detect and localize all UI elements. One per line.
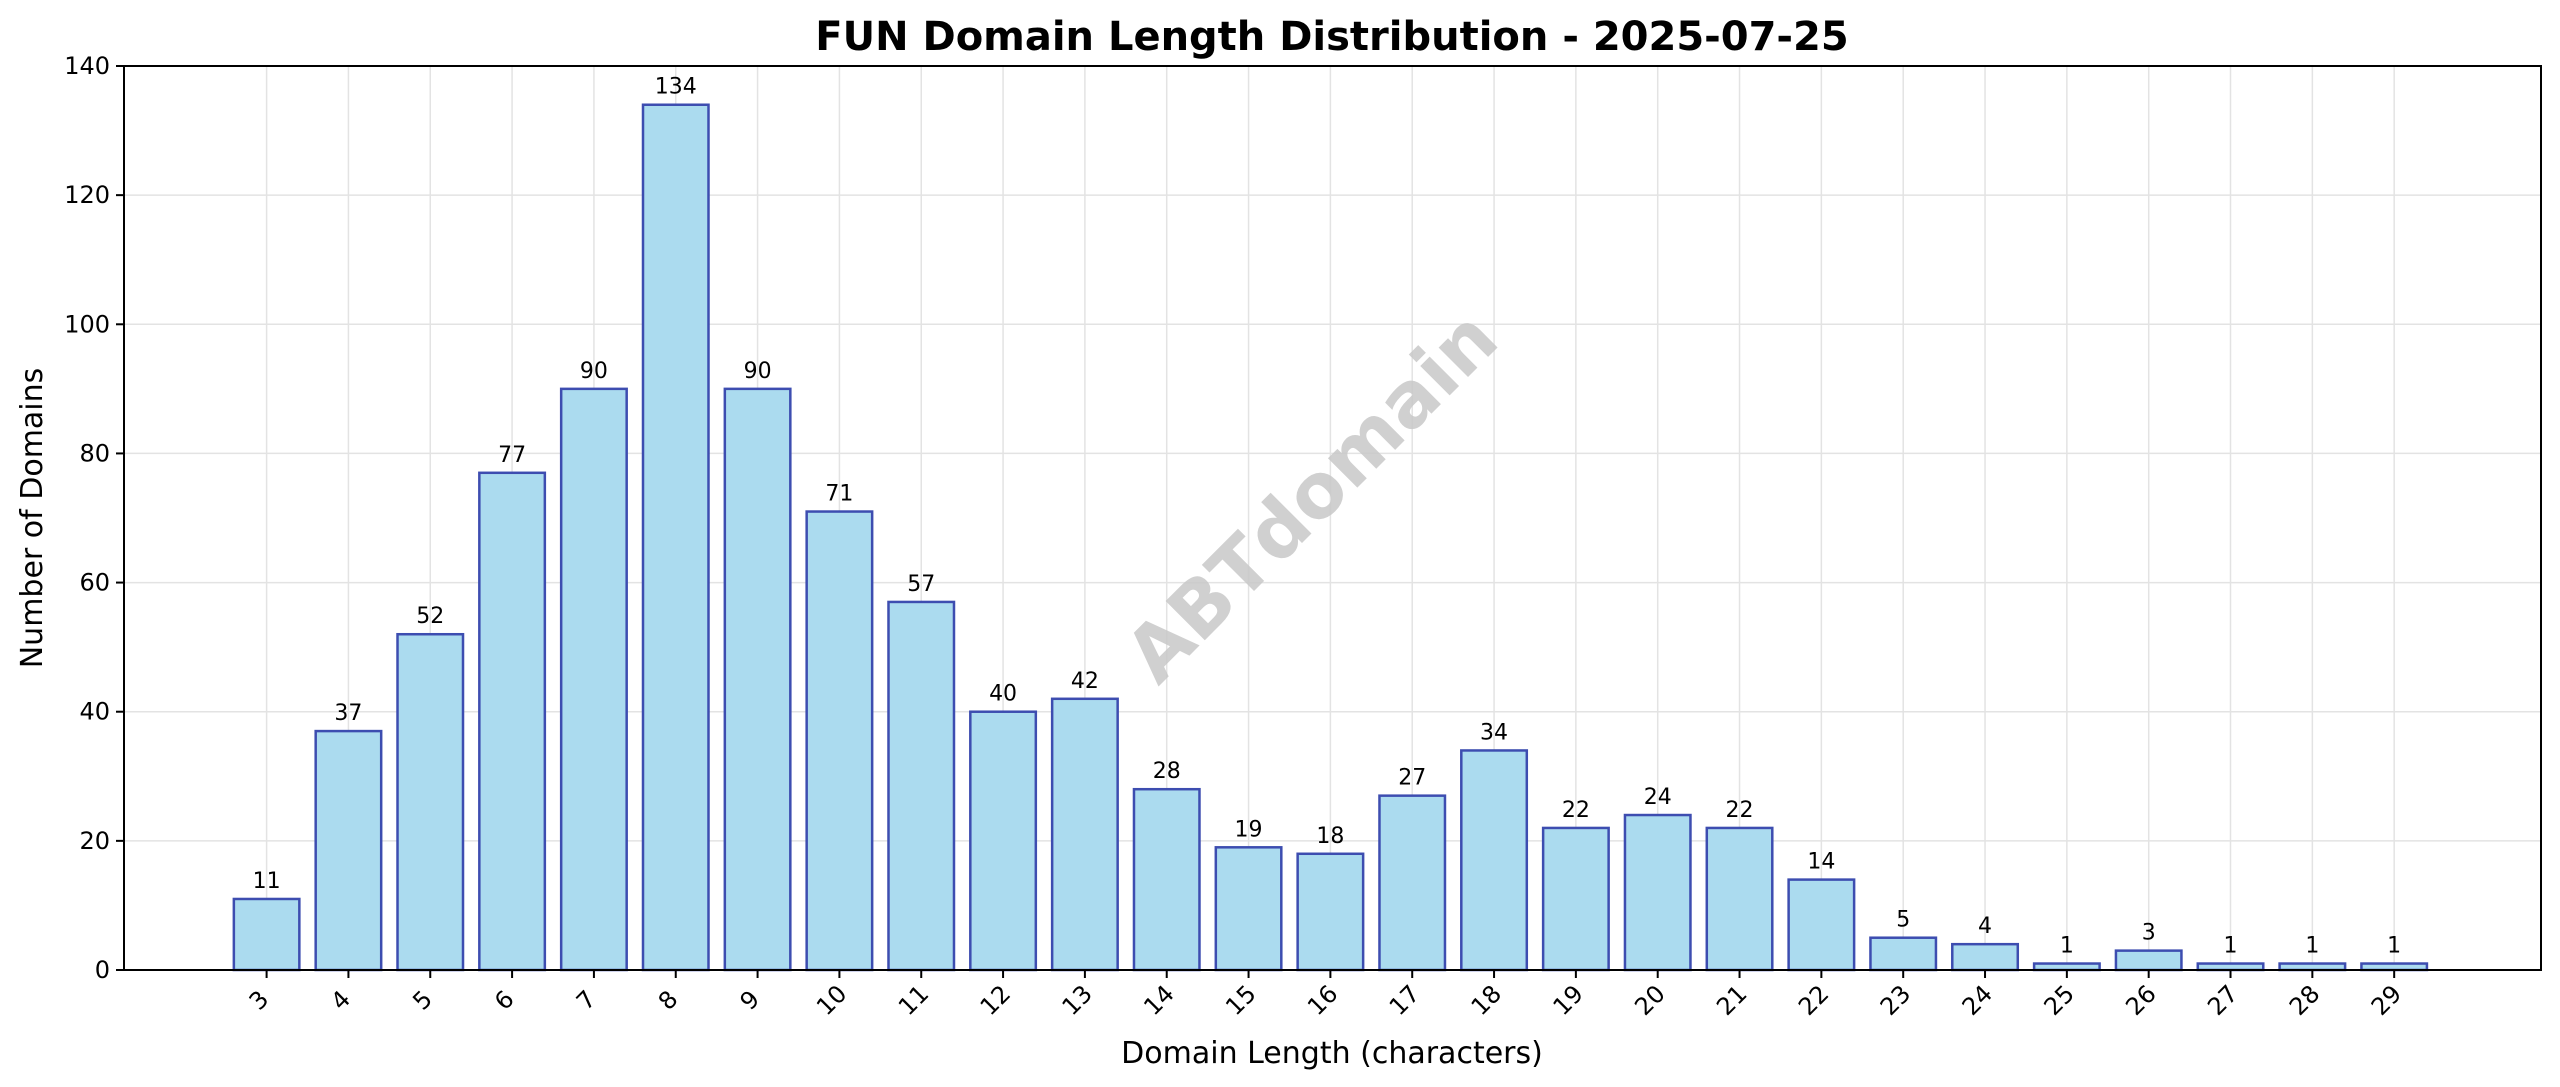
data-label-19: 22 [1562, 798, 1590, 823]
x-tick-label: 29 [2366, 980, 2407, 1021]
x-tick-label: 25 [2039, 980, 2080, 1021]
y-tick-label: 20 [79, 827, 110, 855]
watermark-text: ABTdomain [1108, 293, 1514, 699]
data-label-4: 37 [334, 701, 362, 726]
data-label-14: 28 [1153, 759, 1181, 784]
x-tick-label: 24 [1957, 980, 1998, 1021]
bar-17 [1378, 794, 1447, 972]
x-tick-label: 27 [2202, 980, 2243, 1021]
bar-26 [2114, 949, 2183, 972]
bar-22 [1787, 878, 1856, 972]
x-tick-label: 20 [1629, 980, 1670, 1021]
data-label-17: 27 [1398, 766, 1426, 791]
chart-title: FUN Domain Length Distribution - 2025-07… [815, 14, 1848, 60]
x-tick-label: 12 [975, 980, 1016, 1021]
x-tick-label: 4 [325, 985, 356, 1016]
x-tick-label: 10 [811, 980, 852, 1021]
data-label-10: 71 [825, 482, 853, 507]
data-label-24: 4 [1978, 914, 1992, 939]
data-label-5: 52 [416, 604, 444, 629]
data-label-29: 1 [2387, 934, 2401, 959]
x-tick-label: 8 [653, 985, 684, 1016]
x-tick-label: 13 [1057, 980, 1098, 1021]
data-label-16: 18 [1316, 824, 1344, 849]
x-tick-label: 6 [489, 985, 520, 1016]
bar-19 [1541, 826, 1610, 972]
bar-8 [641, 103, 710, 972]
bar-11 [887, 600, 956, 972]
data-label-3: 11 [253, 869, 281, 894]
bars [232, 103, 2429, 972]
bar-6 [478, 471, 547, 972]
bar-23 [1869, 936, 1938, 972]
bar-5 [396, 632, 465, 972]
data-label-13: 42 [1071, 669, 1099, 694]
data-label-27: 1 [2224, 934, 2238, 959]
bar-21 [1705, 826, 1774, 972]
data-label-11: 57 [907, 572, 935, 597]
bar-13 [1050, 697, 1119, 972]
x-tick-label: 3 [244, 985, 275, 1016]
data-label-12: 40 [989, 682, 1017, 707]
y-tick-label: 80 [79, 439, 110, 467]
bar-10 [805, 510, 874, 972]
x-tick-label: 22 [1793, 980, 1834, 1021]
x-tick-label: 21 [1711, 980, 1752, 1021]
x-tick-label: 15 [1220, 980, 1261, 1021]
data-label-6: 77 [498, 443, 526, 468]
y-tick-label: 60 [79, 569, 110, 597]
data-label-18: 34 [1480, 720, 1508, 745]
bar-20 [1623, 813, 1692, 972]
data-label-22: 14 [1807, 850, 1835, 875]
bar-18 [1460, 749, 1529, 972]
data-label-28: 1 [2305, 934, 2319, 959]
bar-9 [723, 387, 792, 972]
plot-frame [123, 65, 2542, 971]
bar-3 [232, 897, 301, 972]
y-tick-label: 140 [64, 52, 110, 80]
y-tick-label: 0 [95, 956, 110, 984]
bar-15 [1214, 846, 1283, 972]
x-tick-label: 7 [571, 985, 602, 1016]
x-tick-label: 19 [1548, 980, 1589, 1021]
data-label-25: 1 [2060, 934, 2074, 959]
data-label-9: 90 [744, 359, 772, 384]
x-tick-label: 14 [1138, 980, 1179, 1021]
x-tick-label: 17 [1384, 980, 1425, 1021]
data-label-7: 90 [580, 359, 608, 384]
x-tick-label: 16 [1302, 980, 1343, 1021]
bar-12 [969, 710, 1038, 972]
x-axis-label: Domain Length (characters) [1121, 1036, 1543, 1071]
data-label-15: 19 [1235, 817, 1263, 842]
x-tick-label: 18 [1466, 980, 1507, 1021]
x-tick-label: 23 [1875, 980, 1916, 1021]
y-tick-label: 40 [79, 698, 110, 726]
y-tick-label: 100 [64, 310, 110, 338]
data-label-20: 24 [1644, 785, 1672, 810]
y-tick-label: 120 [64, 181, 110, 209]
bar-24 [1951, 942, 2020, 972]
x-tick-label: 28 [2284, 980, 2325, 1021]
data-label-26: 3 [2142, 921, 2156, 946]
y-axis-label: Number of Domains [15, 368, 50, 669]
bar-7 [559, 387, 628, 972]
x-tick-label: 26 [2120, 980, 2161, 1021]
x-tick-label: 11 [893, 980, 934, 1021]
x-tick-label: 5 [407, 985, 438, 1016]
bar-14 [1132, 787, 1201, 972]
data-label-8: 134 [655, 75, 697, 100]
x-tick-label: 9 [735, 985, 766, 1016]
data-label-23: 5 [1896, 908, 1910, 933]
data-label-21: 22 [1726, 798, 1754, 823]
bar-4 [314, 729, 383, 972]
bar-16 [1296, 852, 1365, 972]
